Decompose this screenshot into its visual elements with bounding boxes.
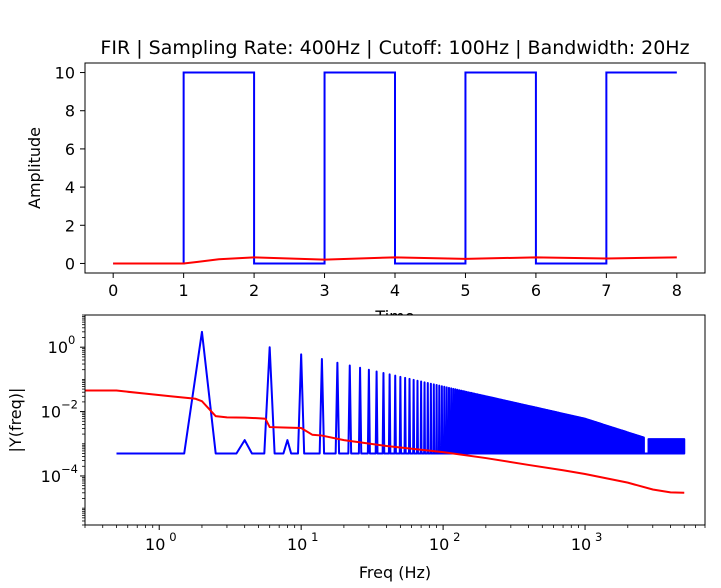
time-xtick-label: 3 [319, 281, 329, 300]
freq-series-line-input [116, 330, 686, 455]
freq-plot-frame [84, 314, 706, 526]
freq-ytick-base: 10 [48, 338, 68, 357]
freq-series-group [85, 330, 686, 494]
freq-xtick-base: 10 [429, 535, 449, 554]
time-ytick-label: 2 [65, 216, 75, 235]
freq-ytick-exp: −4 [61, 462, 78, 476]
freq-ytick-label: 10 −4 [41, 462, 78, 486]
time-ytick-label: 10 [55, 64, 75, 83]
chart-title: FIR | Sampling Rate: 400Hz | Cutoff: 100… [100, 37, 689, 59]
time-ytick-label: 6 [65, 140, 75, 159]
time-xtick-label: 4 [390, 281, 400, 300]
freq-xticks: 10 0 10 1 10 2 10 3 [84, 525, 706, 554]
freq-xtick-label: 10 2 [429, 530, 461, 554]
freq-series-line-filtered [85, 389, 685, 494]
freq-ytick-base: 10 [41, 403, 61, 422]
time-xtick-label: 1 [179, 281, 189, 300]
time-xticks: 0 1 2 3 4 5 6 7 8 [108, 273, 682, 300]
freq-xtick-base: 10 [287, 535, 307, 554]
freq-xlabel: Freq (Hz) [359, 563, 431, 582]
freq-xtick-exp: 0 [169, 530, 176, 544]
freq-xtick-base: 10 [145, 535, 165, 554]
time-series-line-1 [113, 256, 677, 265]
time-xtick-label: 6 [531, 281, 541, 300]
freq-xtick-exp: 3 [595, 530, 602, 544]
time-xtick-label: 7 [601, 281, 611, 300]
freq-ylabel: |Y(freq)| [6, 388, 25, 453]
time-xtick-label: 5 [460, 281, 470, 300]
freq-xtick-exp: 1 [311, 530, 318, 544]
freq-ytick-exp: −2 [61, 398, 78, 412]
freq-series-dense-band [648, 439, 685, 454]
time-yticks: 0 2 4 6 8 10 [55, 64, 85, 273]
freq-xtick-label: 10 1 [287, 530, 319, 554]
freq-xtick-exp: 2 [453, 530, 460, 544]
time-ytick-label: 4 [65, 178, 75, 197]
freq-xtick-base: 10 [571, 535, 591, 554]
time-ytick-label: 8 [65, 102, 75, 121]
freq-ytick-exp: 0 [68, 333, 75, 347]
time-xtick-label: 2 [249, 281, 259, 300]
time-ytick-label: 0 [65, 254, 75, 273]
time-series-line-0 [113, 71, 677, 265]
time-xtick-label: 0 [108, 281, 118, 300]
freq-xtick-label: 10 0 [145, 530, 177, 554]
time-ylabel: Amplitude [25, 127, 44, 209]
freq-ytick-label: 10 −2 [41, 398, 78, 422]
freq-ytick-label: 10 0 [48, 333, 76, 357]
time-series-group [113, 71, 677, 265]
freq-xtick-label: 10 3 [571, 530, 603, 554]
time-xtick-label: 8 [672, 281, 682, 300]
freq-ytick-base: 10 [41, 467, 61, 486]
time-domain-axes: FIR | Sampling Rate: 400Hz | Cutoff: 100… [25, 37, 706, 326]
